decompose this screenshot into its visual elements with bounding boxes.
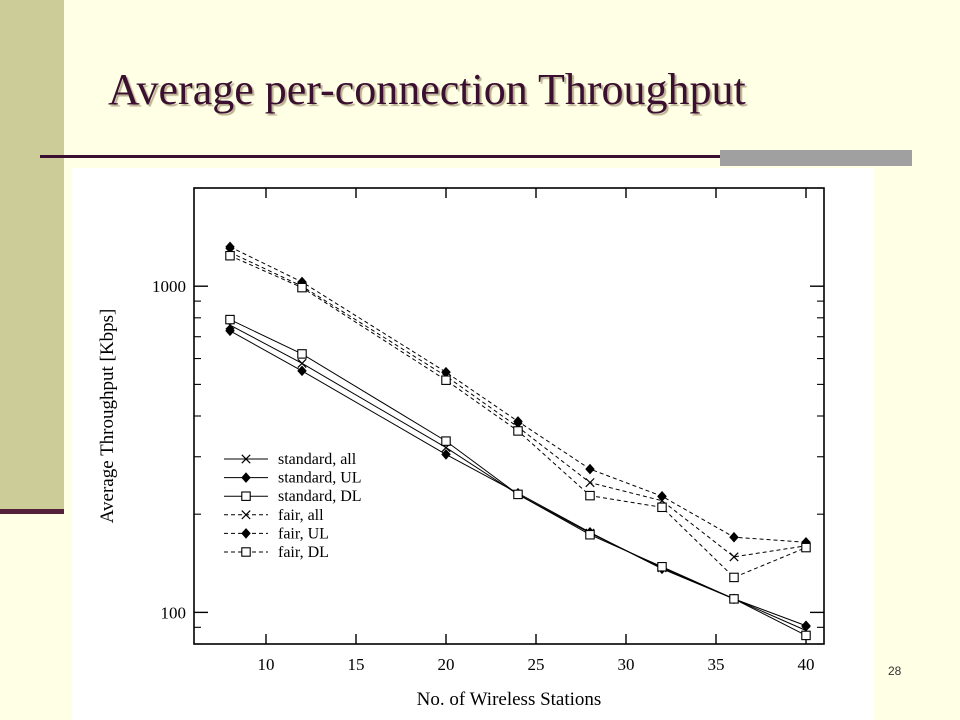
x-tick-label: 15 — [348, 655, 365, 674]
slide-title: Average per-connection Throughput — [108, 65, 746, 114]
x-axis-label: No. of Wireless Stations — [417, 689, 602, 710]
data-point-fair-ul — [729, 531, 739, 543]
legend-marker-standard-all — [241, 454, 251, 464]
slide-number: 28 — [888, 664, 902, 678]
data-point-fair-dl — [729, 572, 739, 583]
y-ticks: 100 1000 — [152, 277, 824, 622]
x-tick-label: 10 — [258, 655, 275, 674]
legend-marker-fair-all — [241, 510, 251, 520]
title-underline — [40, 155, 912, 158]
chart-panel: 10 15 20 25 30 35 40 100 1000 standard, all stan… — [72, 168, 874, 720]
data-point-fair-ul — [657, 490, 667, 502]
x-tick-label: 30 — [618, 655, 635, 674]
legend-label-fair-all: fair, all — [278, 507, 324, 524]
data-point-fair-ul — [513, 416, 523, 427]
y-minor-ticks — [194, 187, 824, 645]
legend-label-standard-all: standard, all — [278, 451, 357, 468]
data-point-fair-dl — [225, 250, 235, 261]
data-point-standard-dl — [297, 349, 307, 359]
legend-label-fair-ul: fair, UL — [278, 525, 329, 542]
x-tick-label: 25 — [528, 655, 545, 674]
legend-label-standard-ul: standard, UL — [278, 470, 362, 487]
series-line-fair-dl — [229, 255, 807, 579]
data-point-standard-ul — [297, 365, 307, 377]
marker-stroke — [241, 454, 251, 464]
x-tick-label: 20 — [438, 655, 455, 674]
data-point-fair-dl — [657, 502, 667, 513]
series-line-fair-ul — [229, 246, 807, 543]
data-point-standard-dl — [729, 594, 739, 604]
legend-marker-fair-dl — [241, 547, 251, 557]
series-line-fair-all — [229, 251, 807, 558]
data-point-standard-dl — [801, 630, 811, 641]
data-point-standard-dl — [657, 562, 667, 572]
data-point-fair-all — [729, 552, 739, 562]
left-decorative-band — [0, 0, 64, 512]
data-point-standard-all — [297, 358, 307, 368]
x-tick-label: 35 — [708, 655, 725, 674]
left-band-rule — [0, 509, 64, 514]
legend-marker-fair-ul — [241, 528, 251, 539]
marker-stroke — [297, 358, 307, 368]
legend-marker-standard-dl — [241, 491, 251, 501]
series-line-standard-dl — [229, 319, 807, 636]
data-point-fair-dl — [441, 375, 451, 385]
data-point-standard-dl — [225, 314, 235, 325]
y-axis-label: Average Throughput [Kbps] — [97, 309, 118, 524]
data-point-standard-ul — [801, 620, 811, 632]
legend-marker-standard-ul — [241, 472, 251, 483]
legend-label-standard-dl: standard, DL — [278, 488, 362, 505]
y-tick-label: 100 — [161, 603, 187, 622]
marker-stroke — [729, 552, 739, 562]
data-point-fair-dl — [585, 490, 595, 501]
y-tick-label: 1000 — [152, 277, 186, 296]
x-tick-label: 40 — [798, 655, 815, 674]
x-ticks: 10 15 20 25 30 35 40 — [258, 188, 815, 674]
data-point-standard-ul — [441, 449, 451, 460]
data-point-fair-ul — [585, 463, 595, 475]
data-point-standard-ul — [225, 325, 235, 337]
marker-stroke — [585, 477, 595, 488]
data-point-fair-dl — [801, 542, 811, 553]
title-underline-accent — [720, 150, 912, 166]
data-point-fair-all — [585, 477, 595, 488]
data-point-standard-dl — [513, 489, 523, 500]
legend-label-fair-dl: fair, DL — [278, 544, 329, 561]
data-point-standard-dl — [441, 436, 451, 446]
data-point-standard-dl — [585, 529, 595, 540]
data-point-fair-dl — [297, 282, 307, 293]
data-point-fair-dl — [513, 426, 523, 436]
series-layer — [225, 241, 811, 641]
marker-stroke — [241, 510, 251, 520]
